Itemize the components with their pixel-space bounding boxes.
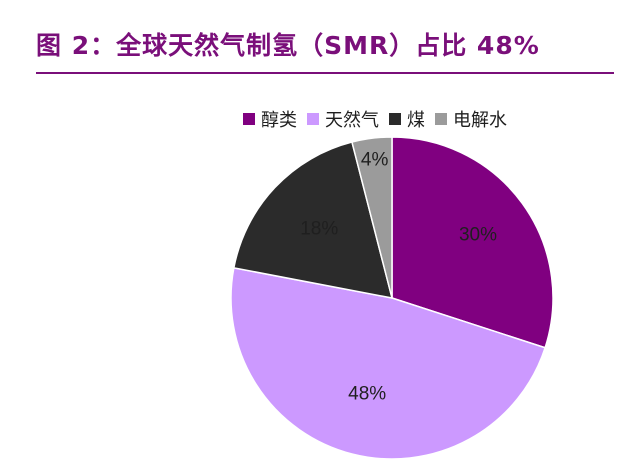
slice-label-electrolysis: 4% [361, 150, 389, 171]
legend-item-natural-gas: 天然气 [307, 106, 379, 132]
legend-label-electrolysis: 电解水 [453, 110, 507, 131]
pie-slice-natural-gas [230, 266, 547, 460]
legend-swatch-alcohol [243, 113, 255, 125]
title-divider [36, 72, 614, 74]
legend-label-alcohol: 醇类 [261, 110, 297, 131]
pie-slice-electrolysis [351, 136, 393, 299]
slice-label-natural-gas: 48% [348, 384, 386, 405]
legend-item-electrolysis: 电解水 [435, 106, 507, 132]
legend-label-natural-gas: 天然气 [325, 110, 379, 131]
legend-label-coal: 煤 [407, 110, 425, 131]
pie-slice-coal [232, 141, 394, 299]
pie-slice-alcohol [391, 136, 554, 349]
legend-swatch-natural-gas [307, 113, 319, 125]
slice-label-alcohol: 30% [459, 225, 497, 246]
legend-swatch-electrolysis [435, 113, 447, 125]
legend: 醇类 天然气 煤 电解水 [243, 106, 517, 132]
chart-title: 图 2：全球天然气制氢（SMR）占比 48% [36, 31, 540, 60]
legend-swatch-coal [389, 113, 401, 125]
legend-item-coal: 煤 [389, 106, 425, 132]
legend-item-alcohol: 醇类 [243, 106, 297, 132]
slice-label-coal: 18% [300, 219, 338, 240]
